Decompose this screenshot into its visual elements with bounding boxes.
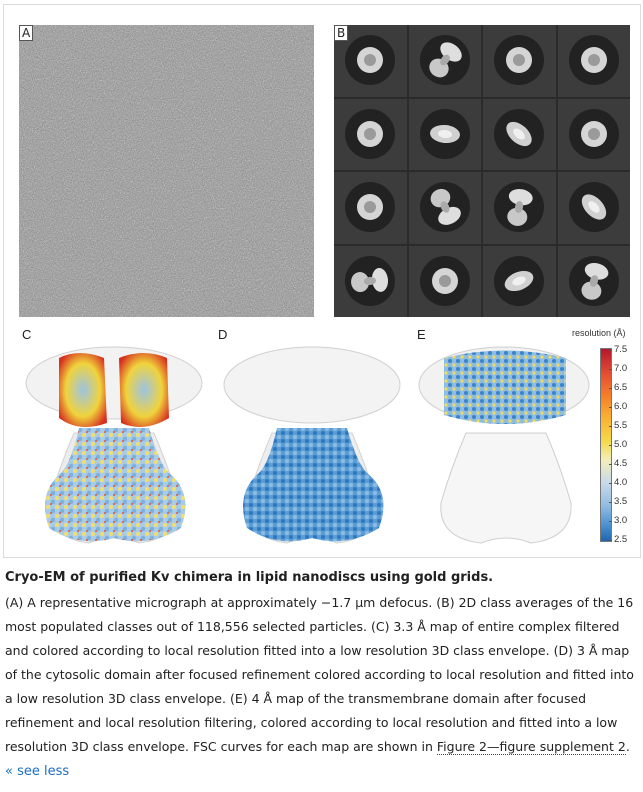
caption-text-e: 4 Å map of the transmembrane domain afte… — [5, 691, 618, 754]
class-average-image — [557, 245, 630, 317]
class-average-image — [483, 172, 556, 244]
caption-text-c: 3.3 Å map of entire complex filtered and… — [5, 619, 620, 658]
colorbar-tick-label: 5.5 — [608, 420, 628, 431]
class-average-image — [557, 98, 630, 170]
caption-text-d: 3 Å map of the cytosolic domain after fo… — [5, 643, 634, 706]
caption-label-a: (A) — [5, 595, 24, 610]
class-average-image — [483, 25, 556, 97]
class-average-image — [408, 98, 481, 170]
panel-letter-e: E — [417, 327, 426, 342]
caption-end: . — [625, 739, 630, 754]
colorbar-tick-label: 6.5 — [608, 382, 628, 393]
caption-title: Cryo-EM of purified Kv chimera in lipid … — [5, 570, 494, 585]
colorbar-tick-label: 7.0 — [608, 363, 628, 374]
caption-label-c: (C) — [370, 619, 390, 634]
caption-label-e: (E) — [229, 691, 248, 706]
caption-label-d: (D) — [553, 643, 573, 658]
panel-letter-b: B — [334, 25, 349, 41]
class-average-image — [408, 172, 481, 244]
colorbar-tick-label: 3.5 — [608, 496, 628, 507]
class-average-image — [334, 245, 407, 317]
cytosolic-domain-map — [223, 346, 401, 544]
full-complex-map — [25, 346, 203, 544]
class-averages-panel: B — [334, 25, 630, 317]
colorbar-tick-label: 2.5 — [608, 534, 628, 545]
panel-letter-c: C — [22, 327, 32, 342]
class-average-image — [557, 25, 630, 97]
caption-body: (A) A representative micrograph at appro… — [5, 591, 637, 759]
class-average-image — [483, 98, 556, 170]
figure-caption: Cryo-EM of purified Kv chimera in lipid … — [5, 566, 637, 784]
colorbar-tick-label: 6.0 — [608, 401, 628, 412]
caption-text-a: A representative micrograph at approxima… — [23, 595, 437, 610]
panel-letter-a: A — [19, 25, 34, 41]
class-average-image — [408, 25, 481, 97]
colorbar-title: resolution (Å) — [572, 328, 626, 338]
panel-letter-d: D — [218, 327, 228, 342]
class-average-image — [408, 245, 481, 317]
colorbar-tick-label: 3.0 — [608, 515, 628, 526]
colorbar-tick-label: 5.0 — [608, 439, 628, 450]
transmembrane-domain-map — [418, 346, 590, 544]
figure-frame: A B C D E — [3, 4, 641, 558]
see-less-link[interactable]: « see less — [5, 764, 70, 779]
colorbar-tick-label: 4.0 — [608, 477, 628, 488]
caption-label-b: (B) — [436, 595, 455, 610]
micrograph-image — [19, 25, 314, 317]
class-average-image — [334, 98, 407, 170]
colorbar-tick-label: 7.5 — [608, 344, 628, 355]
colorbar-tick-label: 4.5 — [608, 458, 628, 469]
caption-text-b: 2D class averages of the 16 most populat… — [5, 595, 634, 634]
class-average-image — [557, 172, 630, 244]
figure-supplement-link[interactable]: Figure 2—figure supplement 2 — [436, 739, 626, 755]
micrograph-panel: A — [19, 25, 314, 317]
class-average-image — [334, 172, 407, 244]
class-average-image — [483, 245, 556, 317]
class-averages-grid — [334, 25, 630, 317]
